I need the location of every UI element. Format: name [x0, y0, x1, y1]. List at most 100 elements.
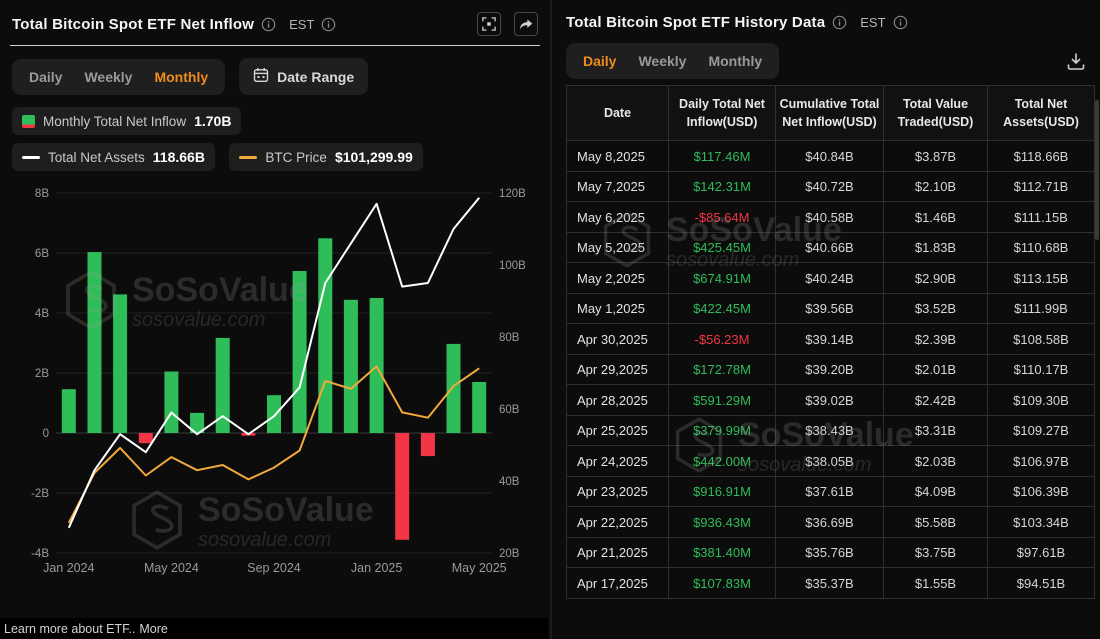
value-cell: $2.42B — [883, 384, 988, 416]
est-label: EST — [860, 15, 886, 30]
net-inflow-chart[interactable]: 8B 6B 4B 2B 0 -2B -4B 120B 100B 80B 60B 40B 20B Jan 2… — [10, 183, 540, 584]
legend-total-net-assets[interactable]: Total Net Assets 118.66B — [12, 143, 215, 171]
value-cell: $2.90B — [883, 262, 988, 294]
etf-learn-more-bar: Learn more about ETF.. More — [0, 618, 548, 639]
more-link[interactable]: More — [139, 621, 168, 636]
column-header: Total Value Traded(USD) — [883, 84, 988, 142]
tab-monthly[interactable]: Monthly — [143, 63, 219, 91]
date-cell: Apr 22,2025 — [566, 506, 669, 538]
value-cell: $40.58B — [775, 201, 884, 233]
tab-monthly[interactable]: Monthly — [697, 47, 773, 75]
date-cell: May 7,2025 — [566, 170, 669, 203]
legend-value: 118.66B — [152, 149, 205, 165]
svg-text:40B: 40B — [499, 476, 520, 488]
svg-text:6B: 6B — [35, 248, 49, 260]
net-inflow-header: Total Bitcoin Spot ETF Net Inflow EST — [10, 8, 540, 46]
tab-daily[interactable]: Daily — [572, 47, 627, 75]
value-cell: $2.10B — [883, 170, 988, 203]
date-range-button[interactable]: Date Range — [239, 58, 369, 95]
calendar-icon — [253, 67, 269, 86]
panel-divider — [550, 0, 552, 639]
fullscreen-button[interactable] — [477, 12, 501, 36]
svg-text:Jan 2025: Jan 2025 — [351, 561, 402, 575]
tab-weekly[interactable]: Weekly — [73, 63, 143, 91]
orange-line-swatch-icon — [239, 155, 258, 159]
date-cell: Apr 25,2025 — [566, 414, 669, 447]
value-cell: $3.31B — [883, 414, 988, 447]
legend-monthly-net-inflow[interactable]: Monthly Total Net Inflow 1.70B — [12, 107, 242, 135]
value-cell: $442.00M — [668, 445, 776, 477]
history-data-header: Total Bitcoin Spot ETF History Data EST — [562, 8, 1094, 37]
table-controls: Daily Weekly Monthly — [566, 43, 1094, 79]
value-cell: $106.97B — [987, 445, 1095, 477]
table-row: May 6,2025 -$85.64M $40.58B $1.46B $111.15B — [566, 201, 1095, 233]
value-cell: $379.99M — [668, 414, 776, 447]
value-cell: $40.24B — [775, 262, 884, 294]
table-row: Apr 22,2025 $936.43M $36.69B $5.58B $103.34B — [566, 506, 1095, 538]
learn-more-text: Learn more about ETF.. — [4, 621, 136, 636]
value-cell: $109.27B — [987, 414, 1095, 447]
table-row: Apr 25,2025 $379.99M $38.43B $3.31B $109.27B — [566, 414, 1095, 447]
share-button[interactable] — [514, 12, 538, 36]
table-header-row: Date Daily Total Net Inflow(USD) Cumulativ… — [566, 84, 1095, 142]
chart-controls: Daily Weekly Monthly Date Range — [12, 58, 540, 95]
value-cell: $916.91M — [668, 475, 776, 508]
value-cell: $109.30B — [987, 384, 1095, 416]
legend-btc-price[interactable]: BTC Price $101,299.99 — [229, 143, 423, 171]
value-cell: $674.91M — [668, 262, 776, 294]
info-icon[interactable] — [832, 15, 847, 30]
svg-text:80B: 80B — [499, 332, 520, 344]
value-cell: $39.14B — [775, 323, 884, 355]
value-cell: $3.75B — [883, 536, 988, 569]
value-cell: $425.45M — [668, 231, 776, 264]
svg-text:Jan 2024: Jan 2024 — [43, 561, 94, 575]
value-cell: $110.68B — [987, 231, 1095, 264]
value-cell: $35.76B — [775, 536, 884, 569]
value-cell: $94.51B — [987, 567, 1095, 599]
date-cell: May 8,2025 — [566, 140, 669, 172]
date-cell: May 2,2025 — [566, 262, 669, 294]
net-inflow-panel: Total Bitcoin Spot ETF Net Inflow EST — [0, 0, 548, 639]
table-row: Apr 23,2025 $916.91M $37.61B $4.09B $106.39B — [566, 475, 1095, 508]
value-cell: $37.61B — [775, 475, 884, 508]
table-row: Apr 30,2025 -$56.23M $39.14B $2.39B $108.58B — [566, 323, 1095, 355]
value-cell: $3.52B — [883, 292, 988, 325]
value-cell: $142.31M — [668, 170, 776, 203]
tab-daily[interactable]: Daily — [18, 63, 73, 91]
value-cell: $117.46M — [668, 140, 776, 172]
value-cell: $381.40M — [668, 536, 776, 569]
value-cell: $112.71B — [987, 170, 1095, 203]
table-row: May 7,2025 $142.31M $40.72B $2.10B $112.71B — [566, 170, 1095, 203]
interval-tabs: Daily Weekly Monthly — [12, 58, 226, 95]
info-icon[interactable] — [321, 17, 336, 32]
white-line-swatch-icon — [22, 155, 40, 159]
value-cell: $107.83M — [668, 567, 776, 599]
date-cell: May 6,2025 — [566, 201, 669, 233]
table-row: May 5,2025 $425.45M $40.66B $1.83B $110.68B — [566, 231, 1095, 264]
value-cell: $111.99B — [987, 292, 1095, 325]
fullscreen-icon — [482, 17, 496, 31]
info-icon[interactable] — [893, 15, 908, 30]
legend-value: $101,299.99 — [334, 149, 413, 165]
value-cell: $118.66B — [987, 140, 1095, 172]
info-icon[interactable] — [261, 17, 276, 32]
value-cell: $172.78M — [668, 353, 776, 386]
scrollbar-thumb[interactable] — [1095, 100, 1099, 240]
value-cell: $111.15B — [987, 201, 1095, 233]
svg-text:May 2025: May 2025 — [452, 561, 507, 575]
svg-text:Sep 2024: Sep 2024 — [247, 561, 301, 575]
date-cell: May 1,2025 — [566, 292, 669, 325]
date-cell: Apr 21,2025 — [566, 536, 669, 569]
value-cell: -$85.64M — [668, 201, 776, 233]
svg-text:8B: 8B — [35, 188, 49, 200]
value-cell: $113.15B — [987, 262, 1095, 294]
table-row: May 8,2025 $117.46M $40.84B $3.87B $118.66B — [566, 140, 1095, 172]
download-button[interactable] — [1066, 49, 1094, 74]
legend-label: Total Net Assets — [48, 149, 145, 165]
date-cell: Apr 17,2025 — [566, 567, 669, 599]
value-cell: $2.03B — [883, 445, 988, 477]
legend-label: Monthly Total Net Inflow — [43, 113, 187, 129]
tab-weekly[interactable]: Weekly — [627, 47, 697, 75]
history-table: Date Daily Total Net Inflow(USD) Cumulativ… — [566, 84, 1095, 599]
history-data-title: Total Bitcoin Spot ETF History Data — [566, 14, 826, 31]
